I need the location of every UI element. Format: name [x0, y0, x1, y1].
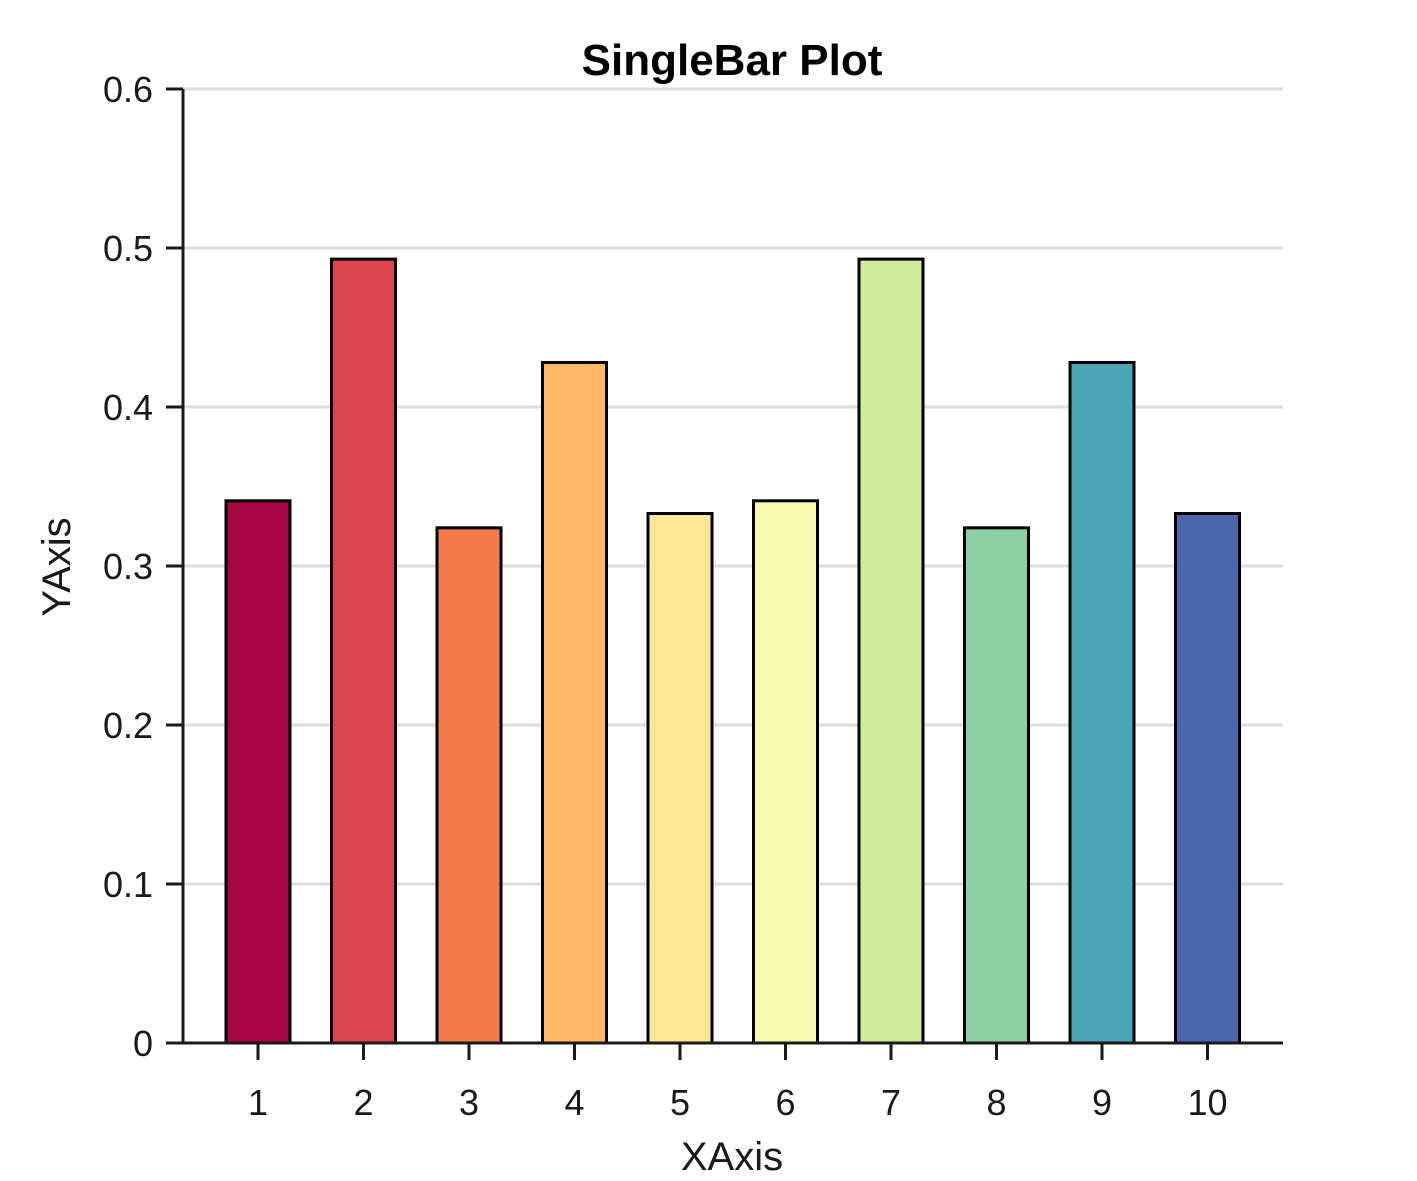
x-tick-label-1: 1 — [248, 1082, 268, 1123]
x-tick-label-4: 4 — [564, 1082, 584, 1123]
y-tick-label-2: 0.2 — [103, 705, 153, 746]
ticks: 0 0.1 0.2 0.3 0.4 0.5 0.6 1 2 3 4 5 6 7 8 9 10 — [103, 69, 1228, 1123]
y-tick-label-0: 0 — [133, 1023, 153, 1064]
x-tick-label-3: 3 — [459, 1082, 479, 1123]
bar-1 — [224, 499, 292, 1045]
bar-6 — [752, 499, 819, 1045]
bar-10 — [1174, 512, 1241, 1045]
bars — [224, 257, 1241, 1045]
bar-2 — [330, 257, 397, 1045]
x-tick-label-7: 7 — [881, 1082, 901, 1123]
chart-title: SingleBar Plot — [582, 36, 883, 85]
y-tick-label-6: 0.6 — [103, 69, 153, 110]
x-tick-label-9: 9 — [1092, 1082, 1112, 1123]
bar-7 — [857, 257, 925, 1045]
y-tick-label-1: 0.1 — [103, 864, 153, 905]
x-tick-label-6: 6 — [775, 1082, 795, 1123]
bar-5 — [646, 512, 714, 1045]
y-tick-label-4: 0.4 — [103, 387, 153, 428]
bar-8 — [963, 526, 1030, 1045]
x-tick-label-2: 2 — [353, 1082, 373, 1123]
y-tick-label-3: 0.3 — [103, 546, 153, 587]
x-axis-label: XAxis — [681, 1135, 783, 1179]
x-tick-label-10: 10 — [1187, 1082, 1227, 1123]
bar-9 — [1068, 360, 1136, 1045]
y-axis-label: YAxis — [35, 517, 79, 616]
y-tick-label-5: 0.5 — [103, 228, 153, 269]
bar-4 — [541, 360, 608, 1045]
x-tick-label-8: 8 — [986, 1082, 1006, 1123]
x-tick-label-5: 5 — [670, 1082, 690, 1123]
bar-3 — [435, 526, 503, 1045]
